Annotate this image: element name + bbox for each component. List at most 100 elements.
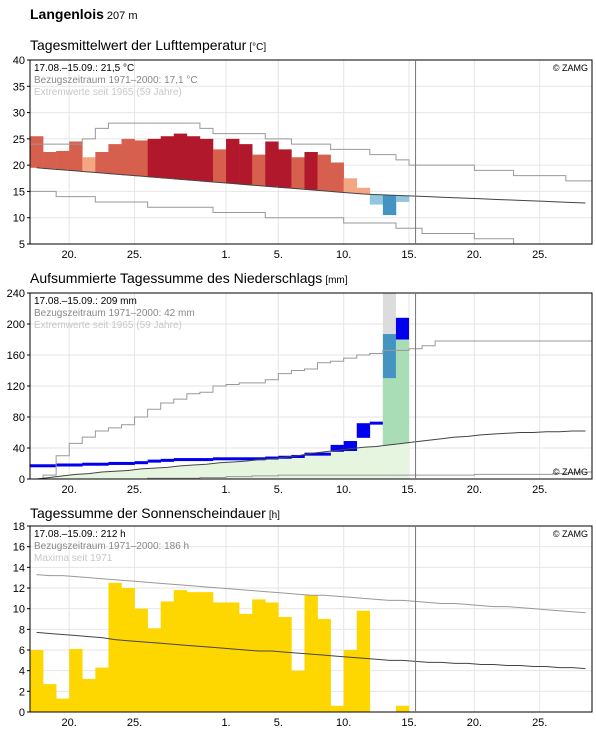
precip-bar (199, 458, 214, 462)
precip-bar-mid2 (382, 378, 396, 445)
temp-ytick-label-1: 10 (13, 213, 25, 225)
precip-bar (291, 454, 305, 458)
temp-day-bar (278, 149, 292, 188)
sun-ytick-label-8: 16 (13, 542, 25, 554)
precip-bar (30, 464, 44, 468)
sun-bar (160, 601, 175, 712)
temp-day-bar (369, 194, 384, 205)
precip-bar (82, 462, 96, 466)
sun-ytick-label-7: 14 (13, 562, 25, 574)
precip-extreme-max-line (30, 340, 592, 480)
temp-day-bar (395, 195, 410, 202)
sun-ytick-label-2: 4 (19, 666, 25, 678)
precip-bar (226, 457, 240, 461)
sun-ytick-label-1: 2 (19, 686, 25, 698)
precip-info-0: 17.08.–15.09.: 209 mm (34, 296, 137, 307)
temp-climate-line (36, 167, 586, 204)
precip-climate-area (30, 443, 410, 479)
precip-title-text: Aufsummierte Tagessumme des Niederschlag… (30, 270, 323, 286)
precip-ytick-label-0: 0 (19, 474, 25, 486)
precip-bar (265, 456, 279, 460)
sun-bar (317, 619, 331, 712)
precip-bar-mid (395, 339, 410, 444)
precip-xtick-label-2: 1. (221, 484, 230, 496)
sun-xtick-label-4: 10. (336, 717, 351, 729)
sun-bar (69, 648, 83, 712)
sun-bar (239, 613, 253, 712)
precipitation-chart: 0 40 80 120 160 200 240 20. 25. 1. 5. 10. 15. 20. 25. 1… (7, 288, 593, 496)
temp-xtick-label-7: 25. (532, 249, 547, 261)
temp-xtick-label-6: 20. (467, 249, 482, 261)
temp-day-bar (82, 157, 96, 172)
sun-unit: [h] (268, 510, 280, 521)
temp-day-bar (356, 187, 371, 195)
temp-day-bar (265, 141, 279, 187)
precip-bar (343, 441, 358, 451)
temp-info-0: 17.08.–15.09.: 21,5 °C (34, 63, 134, 74)
sun-plot-frame (29, 525, 593, 713)
sun-ytick-label-5: 10 (13, 604, 25, 616)
temp-xtick-label-2: 1. (221, 249, 230, 261)
precip-info-1: Bezugszeitraum 1971–2000: 42 mm (34, 308, 195, 319)
sun-bar (265, 602, 279, 712)
precip-bar (212, 457, 227, 461)
temp-ytick-label-5: 30 (13, 108, 25, 120)
sun-bar (304, 595, 318, 712)
precip-ytick-label-6: 240 (7, 288, 25, 300)
precip-bar (356, 423, 371, 438)
precip-xtick-label-7: 25. (532, 484, 547, 496)
precip-xtick-label-5: 15. (401, 484, 416, 496)
precip-xtick-label-6: 20. (467, 484, 482, 496)
sun-ytick-label-4: 8 (19, 624, 25, 636)
precip-bar (56, 463, 70, 467)
temp-info-1: Bezugszeitraum 1971–2000: 17,1 °C (34, 75, 198, 86)
temp-xtick-label-3: 5. (274, 249, 283, 261)
precip-panel-title: Aufsummierte Tagessumme des Niederschlag… (30, 270, 348, 286)
sun-bar (199, 592, 214, 712)
temp-day-bar (239, 144, 253, 185)
precip-bar-clim (382, 444, 396, 479)
sun-bar (186, 592, 201, 712)
temp-day-bar (43, 152, 57, 169)
sun-info-1: Bezugszeitraum 1971–2000: 186 h (34, 541, 189, 552)
temp-day-bar (199, 138, 214, 182)
precip-bar (317, 452, 331, 456)
precip-xtick-label-4: 10. (336, 484, 351, 496)
precip-bar (186, 458, 201, 462)
sun-bar (147, 628, 161, 712)
temp-day-bar (226, 138, 240, 184)
temp-info-2: Extremwerte seit 1965 (59 Jahre) (34, 87, 182, 98)
sun-ytick-label-9: 18 (13, 521, 25, 533)
temperature-chart: 5 10 15 20 25 30 35 40 20. 25. 1. 5. 10. 15. 20. 25. 17.… (13, 55, 593, 261)
sun-copyright: © ZAMG (553, 529, 588, 539)
sun-ytick-label-6: 12 (13, 583, 25, 595)
precip-climate-line (36, 430, 586, 480)
precip-xtick-label-0: 20. (62, 484, 77, 496)
temp-ytick-label-2: 15 (13, 186, 25, 198)
temp-day-bar (252, 154, 266, 186)
precip-bar (69, 463, 83, 467)
sun-bar (43, 684, 57, 712)
sun-climate-line (36, 631, 586, 670)
temp-ytick-label-0: 5 (19, 239, 25, 251)
temp-day-bar (291, 157, 305, 189)
temp-day-bar (186, 136, 201, 181)
sun-bar (291, 670, 305, 712)
temp-day-bar (160, 136, 175, 179)
temp-day-bar (69, 141, 83, 171)
sun-bar (173, 590, 188, 712)
sun-xtick-label-0: 20. (62, 717, 77, 729)
sun-ytick-label-0: 0 (19, 707, 25, 719)
sun-info-0: 17.08.–15.09.: 212 h (34, 529, 126, 540)
temp-day-bar (147, 138, 161, 178)
sun-panel-title: Tagessumme der Sonnenscheindauer [h] (30, 505, 280, 521)
precip-bar (160, 458, 175, 462)
precip-bar (108, 461, 122, 465)
temp-day-bar (330, 162, 344, 192)
precip-copyright: © ZAMG (553, 467, 588, 477)
sun-bar (278, 616, 292, 712)
temp-copyright: © ZAMG (553, 63, 588, 73)
temp-day-bar (95, 152, 109, 174)
precip-bar-top (395, 317, 410, 340)
temp-day-bar (212, 149, 227, 183)
